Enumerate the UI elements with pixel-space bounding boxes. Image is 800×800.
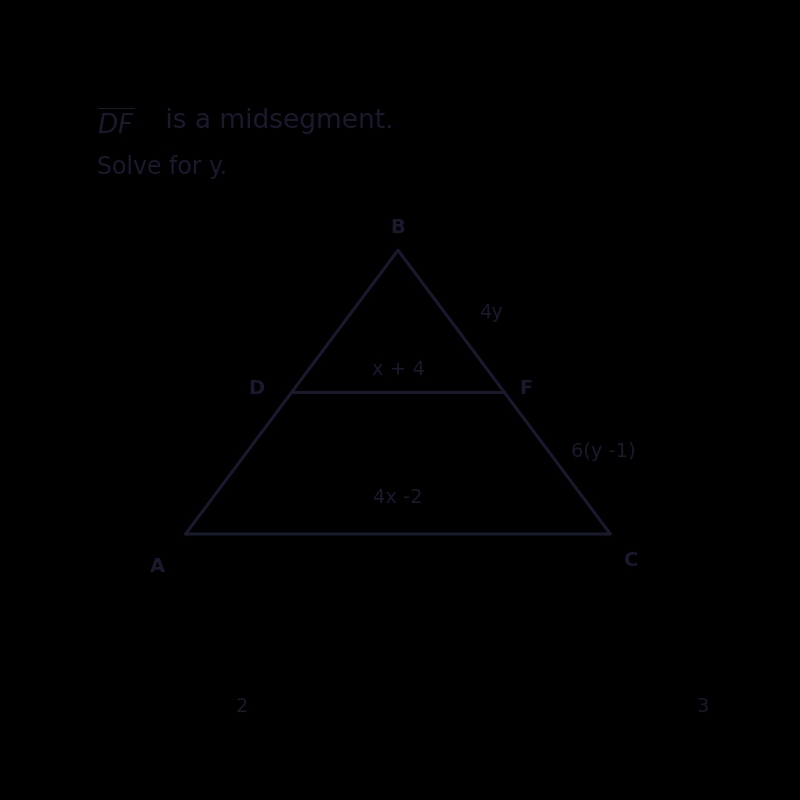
- Text: B: B: [390, 218, 406, 237]
- Text: A: A: [150, 558, 165, 577]
- Text: F: F: [519, 379, 532, 398]
- Text: D: D: [248, 379, 265, 398]
- Text: x + 4: x + 4: [371, 360, 425, 379]
- Text: C: C: [625, 551, 639, 570]
- Text: 4y: 4y: [479, 303, 503, 322]
- Text: 3: 3: [696, 697, 709, 715]
- Text: 2: 2: [236, 697, 249, 715]
- Text: 4x -2: 4x -2: [373, 488, 423, 507]
- Text: is a midsegment.: is a midsegment.: [158, 108, 394, 134]
- Text: $\overline{DF}$: $\overline{DF}$: [97, 108, 135, 139]
- Text: 6(y -1): 6(y -1): [571, 442, 636, 461]
- Text: Solve for y.: Solve for y.: [97, 154, 227, 178]
